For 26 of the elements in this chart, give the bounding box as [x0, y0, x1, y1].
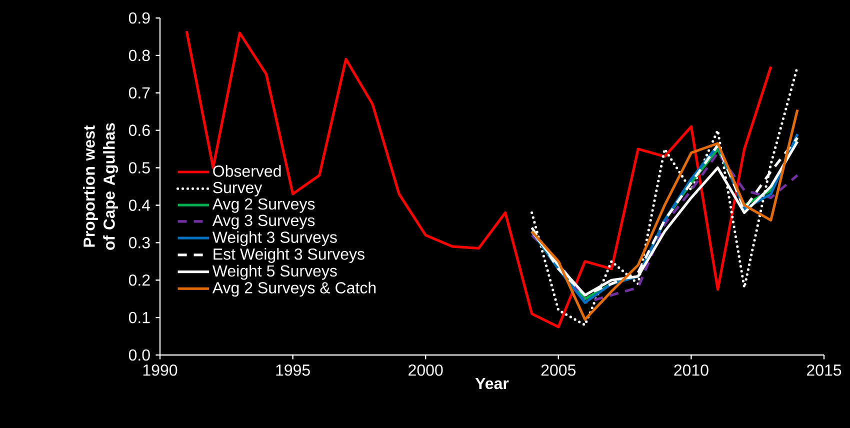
x-axis-title: Year — [475, 378, 509, 390]
legend-label: Avg 2 Surveys & Catch — [212, 282, 376, 297]
x-tick-label: 2010 — [674, 364, 708, 376]
y-tick-label: 0.8 — [128, 50, 150, 62]
y-tick-label: 0.2 — [128, 274, 150, 286]
legend-label: Avg 2 Surveys — [212, 198, 315, 213]
legend-label: Weight 3 Surveys — [212, 231, 337, 246]
legend-label: Observed — [213, 165, 281, 177]
x-tick-label: 2005 — [541, 364, 576, 376]
legend-label: Weight 5 Surveys — [212, 264, 337, 280]
x-tick-label: 2000 — [408, 364, 443, 376]
y-tick-label: 0.5 — [128, 162, 150, 174]
x-tick-label: 2015 — [807, 364, 842, 376]
legend-label: Est Weight 3 Surveys — [214, 248, 364, 263]
y-tick-label: 0.9 — [128, 12, 150, 24]
x-tick-label: 1990 — [143, 364, 178, 376]
y-axis-title: Proportion west of Cape Agulhas — [83, 123, 118, 250]
legend-label: Survey — [213, 182, 262, 196]
y-tick-label: 0.4 — [128, 200, 150, 211]
y-tick-label: 0.7 — [128, 87, 150, 99]
y-tick-label: 0.6 — [128, 124, 150, 136]
legend-label: Avg 3 Surveys — [212, 214, 315, 230]
y-tick-label: 0.0 — [128, 349, 150, 361]
y-tick-label: 0.1 — [128, 312, 150, 324]
y-tick-label: 0.3 — [128, 237, 150, 248]
x-tick-label: 1995 — [276, 364, 310, 376]
